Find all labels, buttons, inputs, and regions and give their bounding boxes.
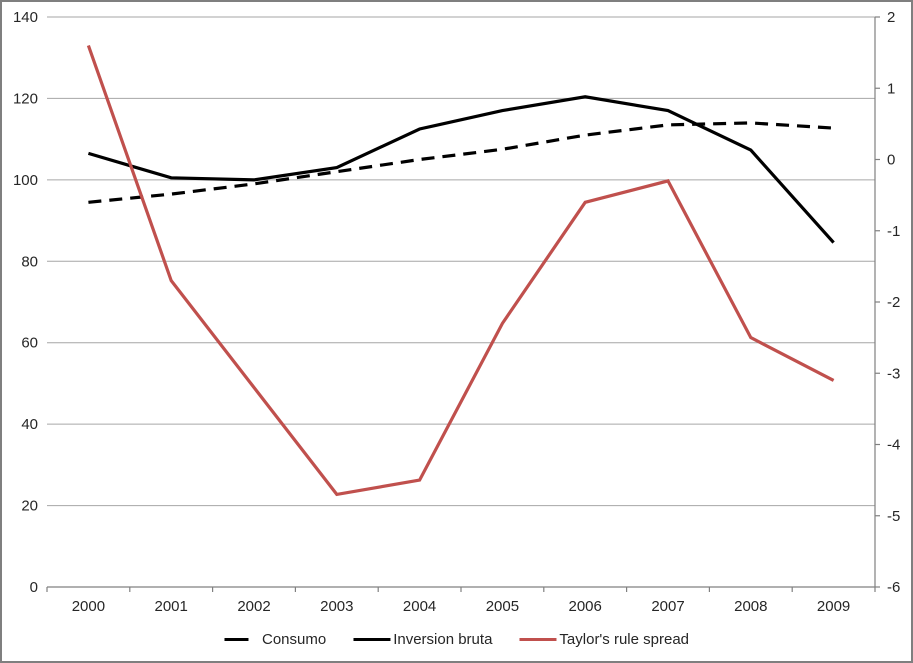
right-axis-tick-label: -5: [887, 508, 900, 525]
series-line-inversion-bruta: [87, 95, 835, 244]
x-axis-tick-label: 2005: [486, 598, 519, 615]
taylors-rule-spread-line-sample-icon: [519, 638, 557, 641]
right-axis-tick-label: 0: [887, 152, 895, 169]
legend-item-consumo: Consumo: [223, 631, 327, 648]
left-axis-tick-label: 60: [21, 335, 38, 352]
x-axis-tick-label: 2003: [320, 598, 353, 615]
right-axis-tick-label: 2: [887, 9, 895, 26]
left-axis-tick-label: 120: [13, 90, 38, 107]
left-axis-tick-label: 40: [21, 416, 38, 433]
legend-label-inversion-bruta: Inversion bruta: [393, 631, 493, 648]
series-line-taylor-s-rule-spread: [86, 44, 835, 497]
right-axis-tick-label: -1: [887, 223, 900, 240]
x-axis-tick-label: 2000: [72, 598, 105, 615]
left-axis-tick-label: 140: [13, 9, 38, 26]
x-axis-tick-label: 2006: [569, 598, 602, 615]
right-axis-tick-label: 1: [887, 80, 895, 97]
x-axis-tick-label: 2004: [403, 598, 436, 615]
chart-legend: Consumo Inversion bruta Taylor's rule sp…: [223, 631, 689, 648]
left-axis-tick-label: 0: [30, 579, 38, 596]
legend-item-inversion-bruta: Inversion bruta: [353, 632, 492, 647]
right-axis-tick-label: -3: [887, 365, 900, 382]
inversion-bruta-line-sample-icon: [353, 638, 391, 641]
legend-label-consumo: Consumo: [261, 631, 327, 648]
consumo-dash-sample-icon: [223, 638, 248, 641]
legend-item-taylors-rule-spread: Taylor's rule spread: [519, 632, 689, 647]
left-axis-tick-label: 20: [21, 498, 38, 515]
right-axis-tick-label: -2: [887, 294, 900, 311]
legend-label-taylors-rule-spread: Taylor's rule spread: [559, 631, 690, 648]
right-axis-tick-label: -4: [887, 437, 900, 454]
x-axis-tick-label: 2008: [734, 598, 767, 615]
x-axis-tick-label: 2009: [817, 598, 850, 615]
x-axis-tick-label: 2007: [651, 598, 684, 615]
x-axis-tick-label: 2002: [237, 598, 270, 615]
left-axis-tick-label: 80: [21, 253, 38, 270]
left-axis-tick-label: 100: [13, 172, 38, 189]
x-axis-tick-label: 2001: [155, 598, 188, 615]
right-axis-tick-label: -6: [887, 579, 900, 596]
